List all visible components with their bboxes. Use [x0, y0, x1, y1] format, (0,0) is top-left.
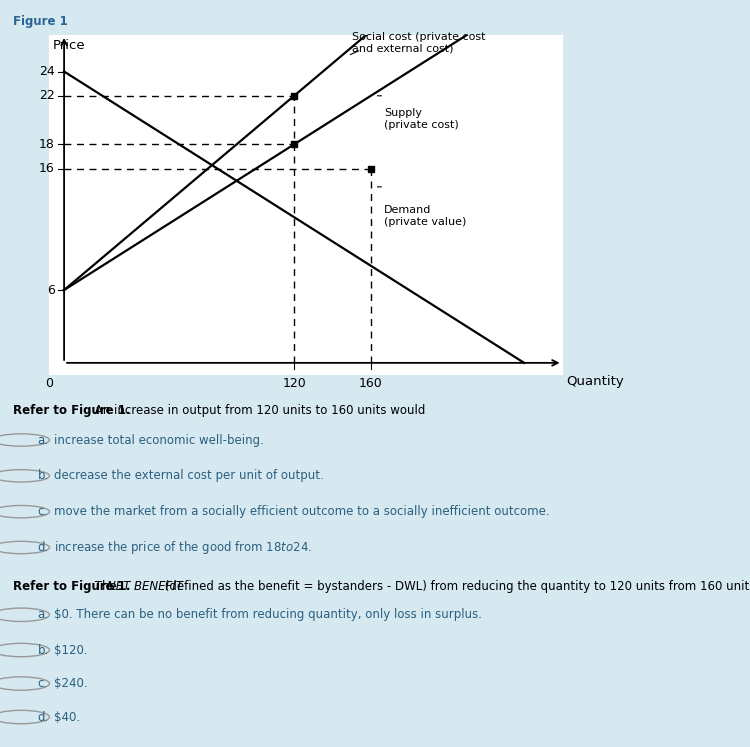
Text: move the market from a socially efficient outcome to a socially inefficient outc: move the market from a socially efficien… — [54, 505, 550, 518]
Text: $0. There can be no benefit from reducing quantity, only loss in surplus.: $0. There can be no benefit from reducin… — [54, 608, 482, 622]
Text: $120.: $120. — [54, 643, 88, 657]
Text: c.: c. — [38, 505, 48, 518]
Text: Demand
(private value): Demand (private value) — [384, 205, 466, 226]
Text: The: The — [91, 580, 120, 592]
Text: An increase in output from 120 units to 160 units would: An increase in output from 120 units to … — [91, 404, 425, 417]
Text: Social cost (private cost
and external cost): Social cost (private cost and external c… — [352, 31, 485, 53]
Text: Quantity: Quantity — [566, 375, 624, 388]
Text: 18: 18 — [39, 138, 55, 151]
Text: 160: 160 — [359, 377, 382, 391]
Text: $40.: $40. — [54, 710, 80, 724]
Text: increase total economic well-being.: increase total economic well-being. — [54, 433, 264, 447]
Text: d.: d. — [38, 541, 49, 554]
Text: 16: 16 — [39, 162, 55, 175]
Text: c.: c. — [38, 677, 48, 690]
Text: 24: 24 — [39, 65, 55, 78]
Text: Supply
(private cost): Supply (private cost) — [384, 108, 459, 129]
Text: a.: a. — [38, 608, 49, 622]
Text: increase the price of the good from $18 to $24.: increase the price of the good from $18 … — [54, 539, 312, 556]
Text: 0: 0 — [45, 377, 53, 391]
Text: 120: 120 — [282, 377, 306, 391]
Text: a.: a. — [38, 433, 49, 447]
Text: b.: b. — [38, 643, 49, 657]
Text: Refer to Figure 1.: Refer to Figure 1. — [13, 580, 131, 592]
Text: Price: Price — [53, 39, 86, 52]
Text: 22: 22 — [39, 90, 55, 102]
Text: b.: b. — [38, 469, 49, 483]
Text: $240.: $240. — [54, 677, 88, 690]
Text: NET BENEFIT: NET BENEFIT — [107, 580, 183, 592]
Text: d.: d. — [38, 710, 49, 724]
Text: (defined as the benefit = bystanders - DWL) from reducing the quantity to 120 un: (defined as the benefit = bystanders - D… — [161, 580, 750, 592]
Text: 6: 6 — [46, 284, 55, 297]
Text: Figure 1: Figure 1 — [13, 15, 68, 28]
Text: decrease the external cost per unit of output.: decrease the external cost per unit of o… — [54, 469, 324, 483]
Text: Refer to Figure 1.: Refer to Figure 1. — [13, 404, 131, 417]
